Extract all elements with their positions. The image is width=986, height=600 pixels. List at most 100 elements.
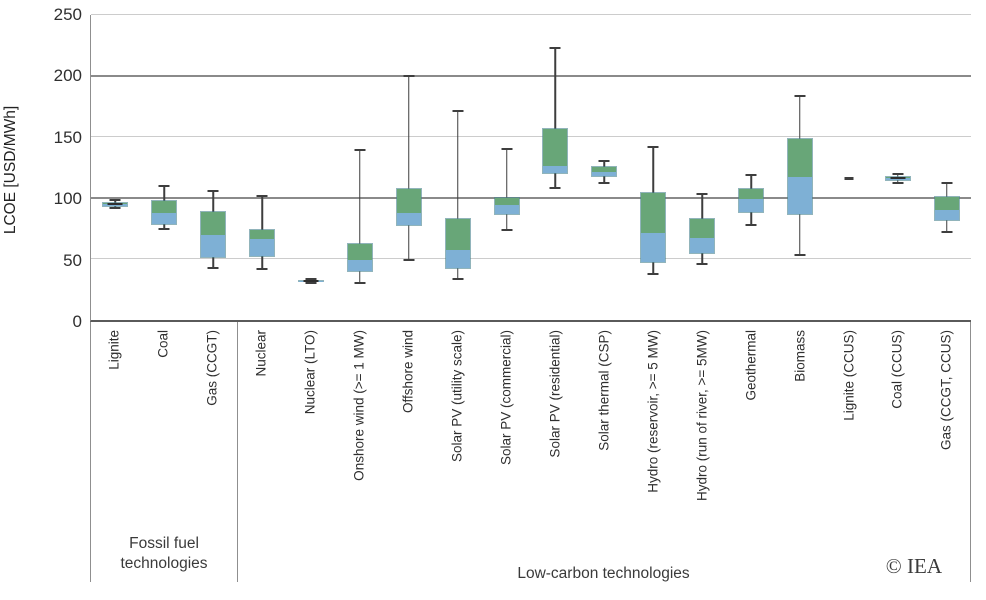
lower-quartile-segment: [250, 238, 275, 256]
category-label: Biomass: [792, 330, 808, 382]
gridline-100: [91, 197, 971, 199]
upper-quartile-segment: [934, 196, 959, 211]
whisker-cap-min: [794, 254, 806, 257]
whisker-cap-min: [892, 182, 904, 185]
upper-quartile-segment: [690, 218, 715, 239]
whisker-cap-max: [501, 148, 513, 151]
whisker-cap-min: [354, 282, 366, 285]
box-column: [482, 15, 531, 320]
category-label: Lignite: [106, 330, 122, 370]
category-label-cell: Coal (CCUS): [873, 322, 922, 527]
iqr-box: [738, 188, 765, 213]
lower-quartile-segment: [396, 213, 421, 226]
box-column: [238, 15, 287, 320]
whisker-cap-max: [403, 75, 415, 77]
gridline-200: [91, 75, 971, 77]
category-label: Hydro (run of river, >= 5MW): [694, 330, 710, 502]
category-label: Onshore wind (>= 1 MW): [351, 330, 367, 481]
whisker-cap-max: [256, 194, 268, 197]
category-label-cell: Nuclear: [237, 322, 286, 527]
whisker-cap-max: [549, 46, 561, 49]
category-label-cell: Solar PV (commercial): [482, 322, 531, 527]
whisker-cap-min: [745, 223, 757, 226]
single-value-dash: [844, 177, 854, 181]
upper-quartile-segment: [787, 139, 812, 178]
iqr-box: [444, 217, 471, 269]
iqr-box: [640, 191, 667, 263]
category-label-cell: Lignite (CCUS): [824, 322, 873, 527]
whisker-cap-max: [207, 189, 219, 192]
lower-quartile-segment: [934, 210, 959, 221]
iqr-box: [689, 217, 716, 255]
whisker-cap-min: [452, 277, 464, 280]
iqr-box: [786, 138, 813, 216]
group-divider-middle: [237, 322, 238, 582]
whisker-cap-max: [354, 149, 366, 152]
category-label-cell: Onshore wind (>= 1 MW): [335, 322, 384, 527]
whisker-shaft: [408, 76, 410, 261]
lower-quartile-segment: [787, 177, 812, 215]
lower-quartile-segment: [201, 234, 226, 257]
plot-area: [90, 14, 971, 322]
upper-quartile-segment: [592, 167, 617, 173]
y-tick-label-250: 250: [53, 5, 82, 24]
category-label: Solar PV (commercial): [498, 330, 514, 466]
iqr-box: [200, 211, 227, 258]
iqr-box: [151, 200, 178, 225]
box-column: [775, 15, 824, 320]
iea-copyright: © IEA: [885, 554, 942, 578]
whisker-shaft: [505, 149, 508, 230]
group-label-low-carbon: Low-carbon technologies: [517, 565, 690, 582]
category-label: Gas (CCGT, CCUS): [938, 330, 954, 451]
box-column: [189, 15, 238, 320]
whisker-cap-max: [647, 145, 659, 148]
whisker-cap-min: [501, 228, 513, 231]
lower-quartile-segment: [739, 199, 764, 212]
box-column: [91, 15, 140, 320]
box-column: [580, 15, 629, 320]
gridline-150: [91, 136, 971, 137]
upper-quartile-segment: [152, 201, 177, 213]
whisker-cap-max: [892, 172, 904, 175]
category-label: Solar thermal (CSP): [596, 330, 612, 451]
lower-quartile-segment: [592, 172, 617, 177]
gridline-250: [91, 14, 971, 15]
whisker-cap-min: [941, 231, 953, 234]
category-label: Gas (CCGT): [204, 330, 220, 406]
category-label-cell: Gas (CCGT, CCUS): [922, 322, 971, 527]
y-axis-title: LCOE [USD/MWh]: [2, 105, 19, 235]
category-label: Coal: [155, 330, 171, 358]
whisker-cap-min: [305, 282, 317, 285]
category-label-cell: Biomass: [775, 322, 824, 527]
whisker-cap-max: [452, 110, 464, 113]
category-label-cell: Hydro (run of river, >= 5MW): [677, 322, 726, 527]
category-label-cell: Hydro (reservoir, >= 5 MW): [628, 322, 677, 527]
group-label-fossil: Fossil fuel technologies: [120, 535, 208, 572]
median-dash: [107, 203, 123, 206]
y-tick-label-200: 200: [53, 66, 82, 86]
lower-quartile-segment: [641, 233, 666, 262]
category-label: Hydro (reservoir, >= 5 MW): [645, 330, 661, 493]
median-dash: [890, 177, 906, 180]
iqr-box: [591, 166, 618, 178]
iqr-box: [249, 228, 276, 257]
category-label: Coal (CCUS): [889, 330, 905, 409]
box-column: [873, 15, 922, 320]
lower-quartile-segment: [347, 260, 372, 272]
category-label-cell: Solar thermal (CSP): [579, 322, 628, 527]
box-column: [922, 15, 971, 320]
box-column: [287, 15, 336, 320]
whisker-cap-max: [305, 277, 317, 280]
whisker-cap-min: [403, 259, 415, 262]
whisker-cap-min: [158, 227, 170, 230]
category-label-cell: Solar PV (utility scale): [433, 322, 482, 527]
group-divider-left: [90, 322, 91, 582]
lower-quartile-segment: [445, 250, 470, 268]
category-label: Nuclear (LTO): [302, 330, 318, 415]
lower-quartile-segment: [152, 212, 177, 224]
category-label: Geothermal: [743, 330, 759, 401]
upper-quartile-segment: [396, 189, 421, 214]
whisker-cap-min: [109, 206, 121, 209]
upper-quartile-segment: [494, 197, 519, 206]
